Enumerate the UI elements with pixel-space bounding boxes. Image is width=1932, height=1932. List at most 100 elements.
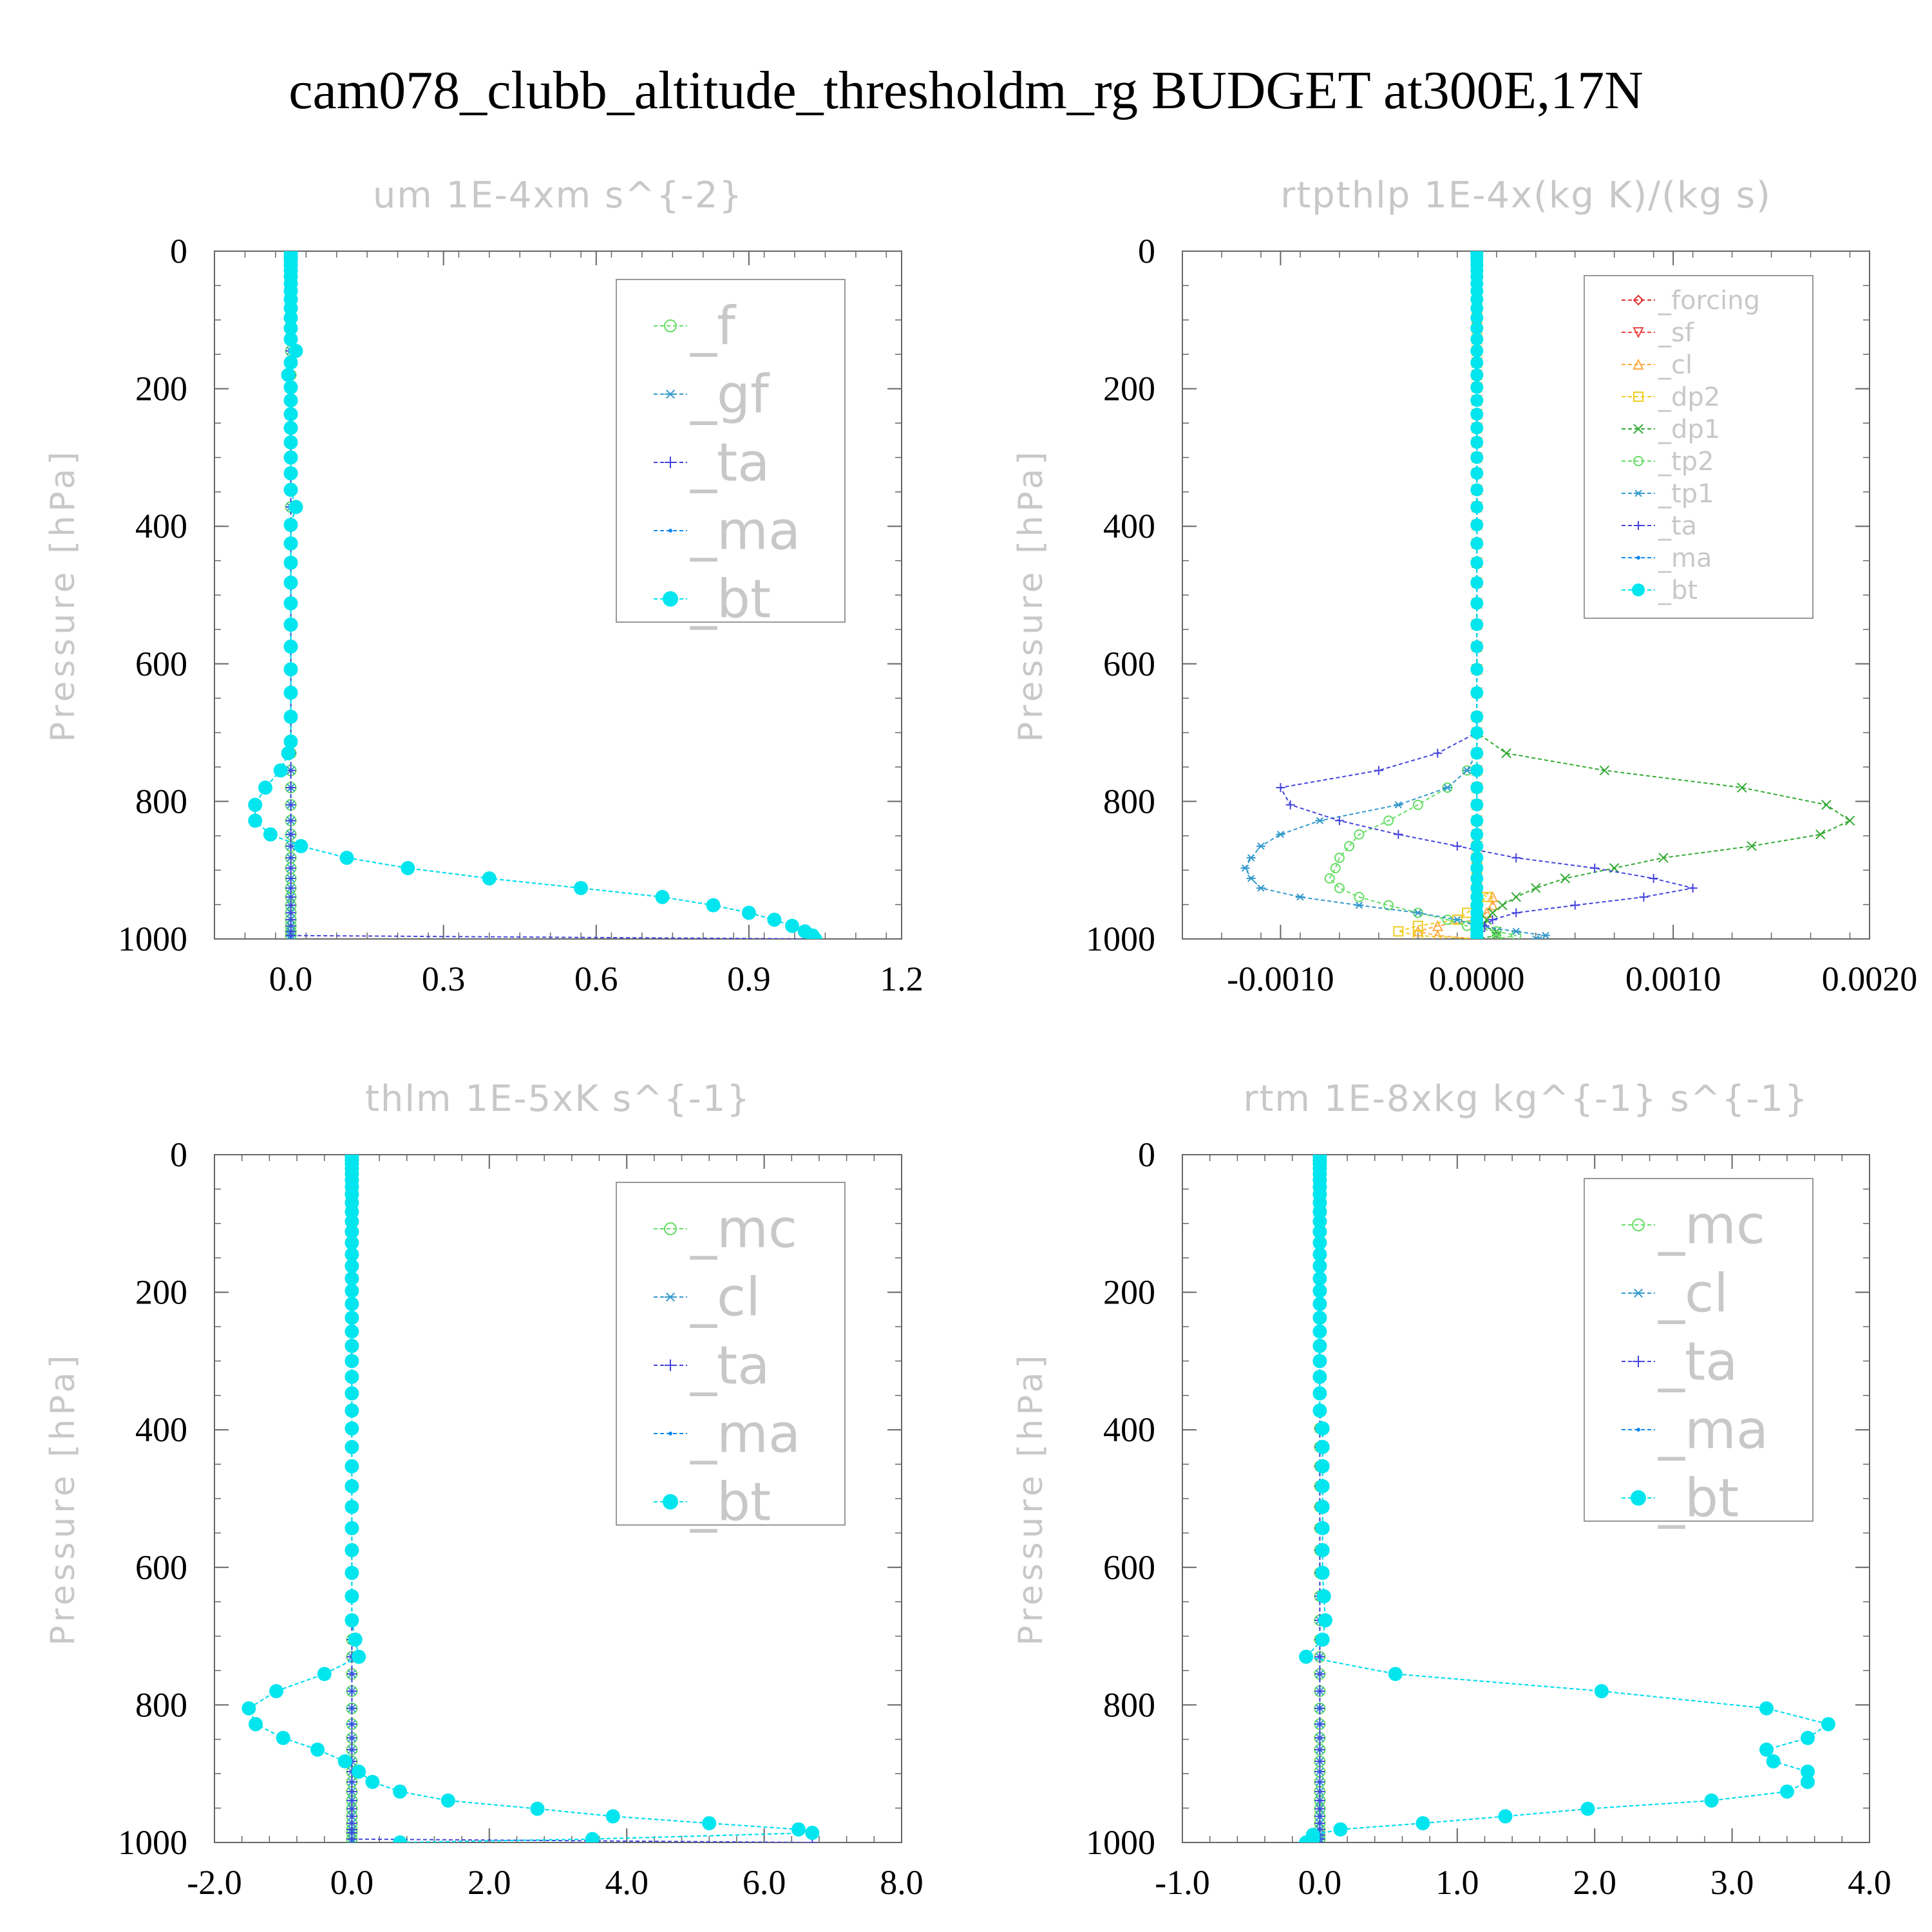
legend-marker	[663, 591, 678, 607]
data-point	[1276, 783, 1285, 793]
data-point	[1766, 1754, 1781, 1768]
legend-item-cl: _cl	[1622, 350, 1692, 380]
data-point	[1312, 1235, 1327, 1250]
data-point	[1463, 766, 1472, 774]
data-point	[1312, 1354, 1327, 1368]
legend: _mc _cl _ta _ma _bt	[1584, 1178, 1814, 1530]
data-point	[1295, 893, 1305, 901]
data-point	[1333, 1822, 1348, 1837]
data-point	[1314, 1669, 1325, 1680]
data-point	[1470, 764, 1484, 777]
legend-label: _sf	[1658, 318, 1694, 348]
legend-item-mc: _mc	[654, 1199, 797, 1260]
y-tick-label: 200	[135, 370, 187, 408]
panel-title: rtpthlp 1E-4x(kg K)/(kg s)	[1280, 175, 1772, 216]
data-point	[346, 1838, 357, 1842]
data-point	[1383, 900, 1394, 911]
data-point	[345, 1224, 359, 1239]
data-point	[285, 799, 296, 810]
data-point	[346, 1669, 357, 1680]
data-point	[346, 1686, 357, 1697]
data-point	[1312, 1296, 1327, 1311]
data-point	[1531, 883, 1541, 893]
data-point	[345, 1589, 359, 1604]
data-point	[339, 850, 354, 865]
legend-marker	[1634, 521, 1643, 530]
legend-marker	[1633, 358, 1644, 370]
legend-marker	[1633, 294, 1644, 306]
data-point	[352, 1649, 366, 1664]
legend-item-ma: _ma	[654, 1404, 800, 1465]
data-point	[1649, 874, 1658, 884]
data-point	[346, 1719, 357, 1730]
data-point	[1246, 854, 1256, 862]
x-tick-label: 3.0	[1710, 1863, 1754, 1902]
panel-title: um 1E-4xm s^{-2}	[373, 175, 743, 216]
legend-marker	[665, 389, 676, 399]
data-point	[283, 685, 298, 700]
data-point	[1354, 902, 1364, 909]
data-point	[1470, 536, 1484, 550]
legend-marker	[664, 319, 677, 332]
data-point	[1470, 556, 1484, 569]
data-point	[1416, 1816, 1430, 1831]
data-point	[1315, 1421, 1330, 1436]
data-point	[1704, 1793, 1719, 1808]
data-point	[530, 1801, 545, 1816]
data-point	[1315, 1632, 1330, 1647]
data-point	[248, 797, 263, 812]
legend-item-cl: _cl	[654, 1267, 761, 1329]
x-tick-label: 0.9	[727, 960, 771, 998]
legend-marker	[1632, 583, 1645, 596]
data-point	[1488, 915, 1497, 925]
y-tick-label: 800	[1103, 1685, 1155, 1724]
x-tick-label: 0.0020	[1822, 960, 1918, 998]
data-point	[1312, 1247, 1327, 1262]
legend-label: _tp2	[1658, 447, 1714, 477]
y-axis-label: Pressure [hPa]	[1012, 1352, 1050, 1646]
data-point	[1470, 381, 1484, 394]
data-point	[1470, 466, 1484, 480]
data-point	[1497, 900, 1508, 911]
data-point	[1759, 1701, 1774, 1716]
y-tick-label: 800	[1103, 782, 1155, 820]
data-point	[1498, 1809, 1513, 1824]
data-point	[393, 1835, 408, 1842]
y-tick-label: 0	[170, 232, 187, 270]
data-point	[283, 321, 298, 336]
x-tick-label: 4.0	[605, 1863, 649, 1902]
data-point	[1599, 765, 1610, 776]
data-point	[1452, 841, 1462, 851]
data-point	[1470, 451, 1484, 464]
data-point	[1470, 839, 1484, 853]
data-point	[345, 1235, 359, 1250]
data-point	[1316, 1589, 1331, 1604]
data-point	[1800, 1775, 1815, 1790]
data-point	[1470, 881, 1484, 895]
legend-label: _ma	[690, 1404, 800, 1465]
series-markers-bt	[1470, 251, 1484, 939]
data-point	[1388, 1667, 1403, 1681]
data-point	[1470, 710, 1484, 724]
legend-label: _f	[690, 296, 737, 357]
series-layer	[248, 251, 822, 939]
data-point	[805, 1826, 820, 1841]
x-tick-label: 1.0	[1435, 1863, 1479, 1902]
data-point	[1383, 815, 1394, 826]
data-point	[1491, 926, 1502, 937]
data-point	[283, 639, 298, 654]
y-tick-label: 0	[1138, 1135, 1155, 1174]
data-point	[393, 1784, 408, 1799]
legend-label: _ma	[1658, 1400, 1768, 1461]
data-point	[345, 1214, 359, 1229]
data-point	[345, 1259, 359, 1274]
x-tick-label: -2.0	[187, 1863, 242, 1902]
series-layer	[1240, 251, 1855, 939]
y-tick-label: 400	[135, 507, 187, 545]
series-markers-bt	[248, 251, 822, 939]
data-point	[285, 782, 296, 793]
data-point	[1470, 483, 1484, 497]
legend-label: _forcing	[1658, 286, 1760, 316]
x-tick-label: 2.0	[468, 1863, 511, 1902]
